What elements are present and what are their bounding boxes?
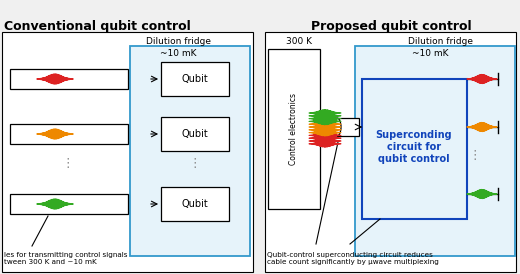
Ellipse shape	[333, 118, 341, 136]
Text: Proposed qubit control: Proposed qubit control	[310, 20, 471, 33]
Text: Qubit: Qubit	[181, 129, 209, 139]
Bar	[265, 32, 516, 272]
Text: ~10 mK: ~10 mK	[160, 49, 196, 58]
Bar	[2, 32, 253, 272]
Text: ⋮: ⋮	[469, 150, 481, 162]
Bar	[268, 49, 320, 209]
Text: Conventional qubit control: Conventional qubit control	[4, 20, 191, 33]
Bar	[362, 79, 467, 219]
Bar	[355, 46, 515, 256]
Bar	[161, 62, 229, 96]
Text: Qubit: Qubit	[181, 199, 209, 209]
Text: Control electronics: Control electronics	[290, 93, 298, 165]
Text: ~10 mK: ~10 mK	[412, 49, 448, 58]
Bar	[10, 69, 128, 89]
Bar	[10, 124, 128, 144]
Text: 300 K: 300 K	[286, 37, 312, 46]
Bar	[161, 187, 229, 221]
Bar	[161, 117, 229, 151]
Text: les for transmitting control signals
tween 300 K and ~10 mK: les for transmitting control signals twe…	[4, 252, 127, 265]
Text: Qubit: Qubit	[181, 74, 209, 84]
Text: Qubit-control superconducting circuit reduces
cable count significantly by μwave: Qubit-control superconducting circuit re…	[267, 252, 439, 265]
Text: ⋮: ⋮	[189, 158, 201, 170]
Bar	[10, 194, 128, 214]
Bar	[130, 46, 250, 256]
Bar	[337, 118, 359, 136]
Text: Superconding
circuit for
qubit control: Superconding circuit for qubit control	[375, 130, 452, 164]
Text: Dilution fridge: Dilution fridge	[146, 37, 211, 46]
Text: ⋮: ⋮	[62, 158, 74, 170]
Text: Dilution fridge: Dilution fridge	[408, 37, 473, 46]
